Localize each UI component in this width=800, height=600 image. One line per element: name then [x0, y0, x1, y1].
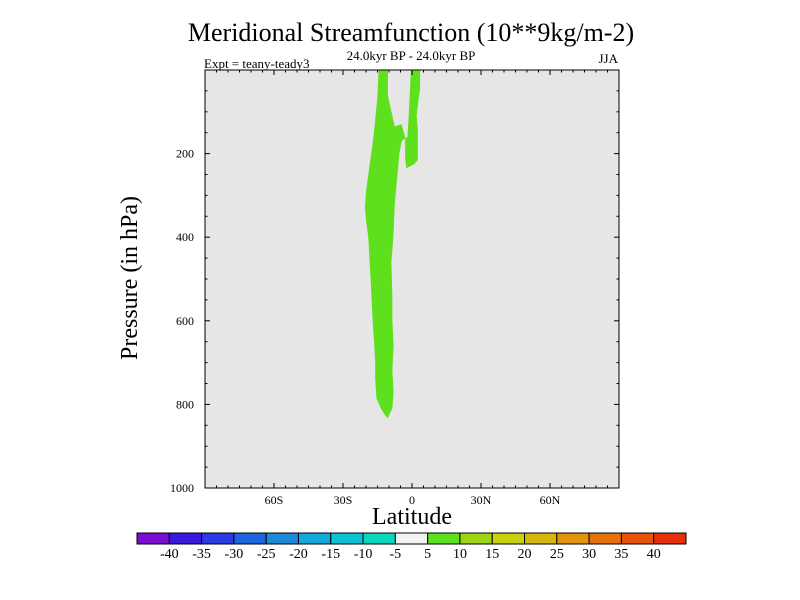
colorbar-box	[459, 532, 493, 545]
x-tick-label: 0	[409, 493, 415, 507]
colorbar-box	[491, 532, 526, 545]
colorbar: -40 -35 -30 -25 -20 -15 -10 -5 5 10 15 20 25 30 35 40	[136, 532, 687, 562]
colorbar-box	[201, 532, 235, 545]
colorbar-box	[168, 532, 203, 545]
colorbar-label: -30	[225, 547, 244, 562]
colorbar-label: 20	[518, 547, 532, 562]
colorbar-label: -10	[354, 547, 373, 562]
colorbar-label: -40	[160, 547, 179, 562]
colorbar-label: 10	[453, 547, 467, 562]
y-tick-label: 400	[176, 230, 194, 244]
colorbar-label: 30	[582, 547, 596, 562]
colorbar-label: -25	[257, 547, 276, 562]
colorbar-box	[136, 532, 170, 545]
x-tick-label: 60N	[540, 493, 561, 507]
x-tick-label: 30S	[334, 493, 353, 507]
colorbar-box	[297, 532, 332, 545]
colorbar-box	[330, 532, 364, 545]
y-tick-label: 1000	[170, 481, 194, 495]
colorbar-label: 40	[647, 547, 661, 562]
colorbar-label: -20	[289, 547, 308, 562]
colorbar-box	[427, 532, 461, 545]
colorbar-label: 35	[614, 547, 628, 562]
colorbar-label: -5	[390, 547, 402, 562]
colorbar-box	[233, 532, 267, 545]
y-tick-label: 800	[176, 397, 194, 411]
colorbar-label: -15	[321, 547, 340, 562]
colorbar-box	[620, 532, 655, 545]
colorbar-box	[588, 532, 622, 545]
colorbar-box	[362, 532, 396, 545]
colorbar-label: 15	[485, 547, 499, 562]
colorbar-label: 25	[550, 547, 564, 562]
x-axis-label: Latitude	[372, 504, 452, 530]
colorbar-box	[524, 532, 558, 545]
contour-fill-regions	[364, 70, 421, 419]
y-tick-label: 600	[176, 314, 194, 328]
x-tick-label: 60S	[265, 493, 284, 507]
chart-title: Meridional Streamfunction (10**9kg/m-2)	[188, 18, 634, 47]
colorbar-box	[394, 532, 429, 545]
y-tick-label: 200	[176, 147, 194, 161]
colorbar-box	[265, 532, 299, 545]
y-axis-ticks: 200 400 600 800 1000	[170, 90, 619, 495]
colorbar-box	[653, 532, 687, 545]
contour-region-1	[364, 70, 421, 419]
x-axis-ticks: 60S 30S 0 30N 60N	[216, 70, 608, 507]
chart-subtitle: 24.0kyr BP - 24.0kyr BP	[347, 48, 476, 63]
y-axis-label: Pressure (in hPa)	[117, 196, 143, 360]
colorbar-box	[556, 532, 590, 545]
colorbar-label: -35	[192, 547, 211, 562]
left-string-label: Expt = teany-teady3	[204, 56, 310, 71]
x-tick-label: 30N	[471, 493, 492, 507]
colorbar-label: 5	[424, 547, 431, 562]
right-string-label: JJA	[598, 51, 618, 66]
chart-titles: Meridional Streamfunction (10**9kg/m-2) …	[188, 18, 634, 71]
